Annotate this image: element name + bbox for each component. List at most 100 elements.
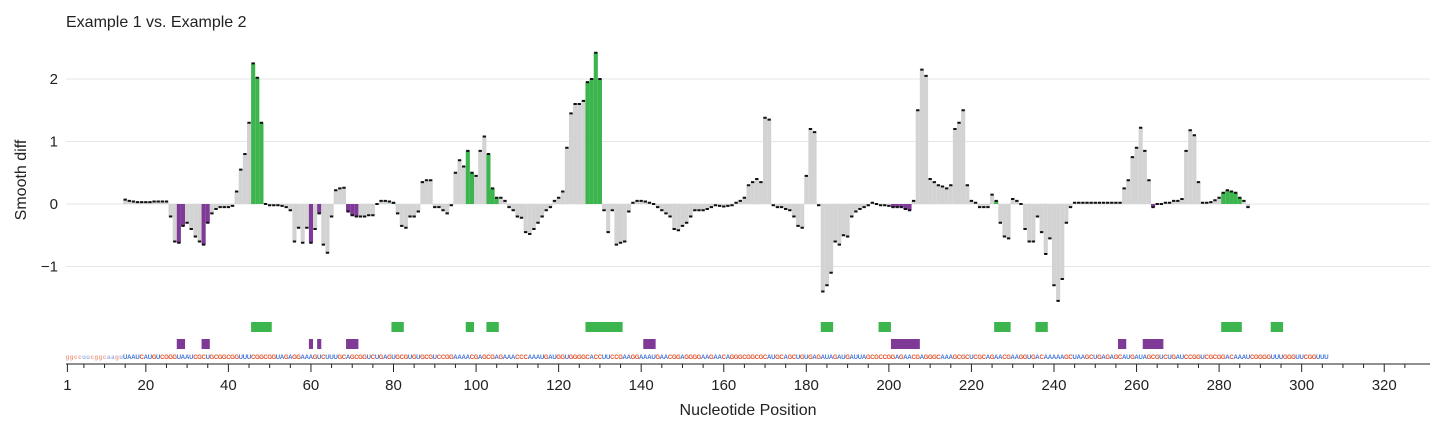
sequence-nucleotide: C: [585, 355, 590, 361]
chart-title: Example 1 vs. Example 2: [66, 14, 247, 31]
sequence-nucleotide: G: [866, 355, 871, 361]
sequence-nucleotide: G: [787, 355, 792, 361]
bar: [523, 204, 528, 233]
sequence-nucleotide: C: [742, 355, 747, 361]
bar: [556, 197, 561, 204]
sequence-nucleotide: G: [1155, 355, 1160, 361]
sequence-nucleotide: G: [1266, 355, 1271, 361]
sequence-nucleotide: A: [301, 355, 306, 361]
bar-value-marker: [1097, 201, 1102, 204]
bar-value-marker: [1039, 231, 1044, 234]
bar: [246, 122, 252, 204]
sequence-nucleotide: C: [973, 355, 978, 361]
bar-value-marker: [1056, 299, 1060, 302]
sequence-nucleotide: C: [598, 355, 603, 361]
sequence-nucleotide: A: [1048, 355, 1053, 361]
bar: [1237, 197, 1242, 204]
x-tick-label: 320: [1372, 377, 1397, 394]
sequence-nucleotide: A: [1238, 355, 1243, 361]
sequence-nucleotide: A: [1176, 355, 1181, 361]
bar-value-marker: [1101, 201, 1106, 204]
sequence-nucleotide: U: [552, 355, 556, 361]
sequence-nucleotide: G: [932, 355, 937, 361]
sequence-nucleotide: U: [276, 355, 280, 361]
sequence-nucleotide: g: [115, 355, 119, 361]
sequence-nucleotide: A: [812, 355, 817, 361]
sequence-nucleotide: U: [651, 355, 655, 361]
bar: [1043, 204, 1048, 254]
x-tick-label: 100: [464, 377, 489, 394]
sequence-nucleotide: C: [1304, 355, 1309, 361]
bar-value-marker: [759, 181, 763, 184]
bar-value-marker: [705, 208, 709, 210]
sequence-nucleotide: A: [1143, 355, 1148, 361]
bar-value-marker: [829, 271, 833, 274]
bar: [428, 180, 433, 204]
bar: [824, 204, 830, 286]
sequence-nucleotide: C: [1151, 355, 1156, 361]
bar: [923, 75, 929, 205]
bar-value-marker: [148, 201, 152, 204]
bar-value-marker: [383, 199, 387, 202]
bar-value-marker: [895, 206, 899, 209]
bar: [1171, 200, 1176, 205]
bar-value-marker: [210, 212, 214, 215]
sequence-nucleotide: U: [1246, 355, 1250, 361]
bar: [238, 169, 243, 205]
bar: [635, 200, 640, 205]
bar: [614, 204, 619, 245]
sequence-nucleotide: C: [610, 355, 615, 361]
sequence-nucleotide: G: [953, 355, 958, 361]
sequence-nucleotide: A: [181, 355, 186, 361]
sequence-nucleotide: U: [1320, 355, 1324, 361]
sequence-nucleotide: A: [127, 355, 132, 361]
bar: [1134, 147, 1139, 204]
sequence-nucleotide: G: [1130, 355, 1135, 361]
sequence-nucleotide: C: [1188, 355, 1193, 361]
bar-value-marker: [445, 212, 449, 215]
bar-value-marker: [556, 196, 561, 199]
sequence-nucleotide: U: [148, 355, 152, 361]
bar: [197, 204, 202, 242]
bar: [919, 69, 924, 205]
bar-value-marker: [499, 196, 503, 199]
sequence-nucleotide: A: [453, 355, 458, 361]
bar-value-marker: [255, 76, 259, 79]
bar: [573, 104, 578, 204]
bar: [754, 179, 759, 204]
sequence-nucleotide: G: [259, 355, 264, 361]
bar-value-marker: [268, 204, 272, 207]
sequence-nucleotide: A: [1077, 355, 1082, 361]
x-tick-label: 1: [63, 377, 71, 394]
bar-value-marker: [808, 128, 813, 130]
sequence-nucleotide: A: [821, 355, 826, 361]
bar-value-marker: [717, 204, 722, 207]
sequence-nucleotide: G: [284, 355, 289, 361]
sequence-nucleotide: C: [763, 355, 768, 361]
bar: [857, 204, 863, 209]
bar-value-marker: [647, 201, 652, 204]
bar-value-marker: [429, 179, 433, 182]
bar-value-marker: [511, 209, 515, 212]
bar: [977, 204, 982, 208]
sequence-nucleotide: A: [862, 355, 867, 361]
sequence-nucleotide: U: [329, 355, 333, 361]
bar: [940, 186, 945, 204]
bar-value-marker: [680, 224, 685, 227]
bar: [127, 200, 132, 205]
bar-value-marker: [1229, 190, 1234, 193]
negative-significant-block: [1117, 339, 1127, 349]
sequence-nucleotide: G: [874, 355, 879, 361]
bar: [705, 204, 710, 209]
sequence-nucleotide: G: [362, 355, 367, 361]
bar-value-marker: [1002, 235, 1007, 238]
sequence-nucleotide: A: [1060, 355, 1065, 361]
y-tick-label: −1: [41, 259, 58, 276]
bar-value-marker: [437, 206, 441, 209]
sequence-nucleotide: C: [936, 355, 941, 361]
bar: [688, 204, 693, 217]
bar: [1196, 182, 1201, 205]
sequence-nucleotide: G: [1105, 355, 1110, 361]
sequence-nucleotide: A: [1056, 355, 1061, 361]
